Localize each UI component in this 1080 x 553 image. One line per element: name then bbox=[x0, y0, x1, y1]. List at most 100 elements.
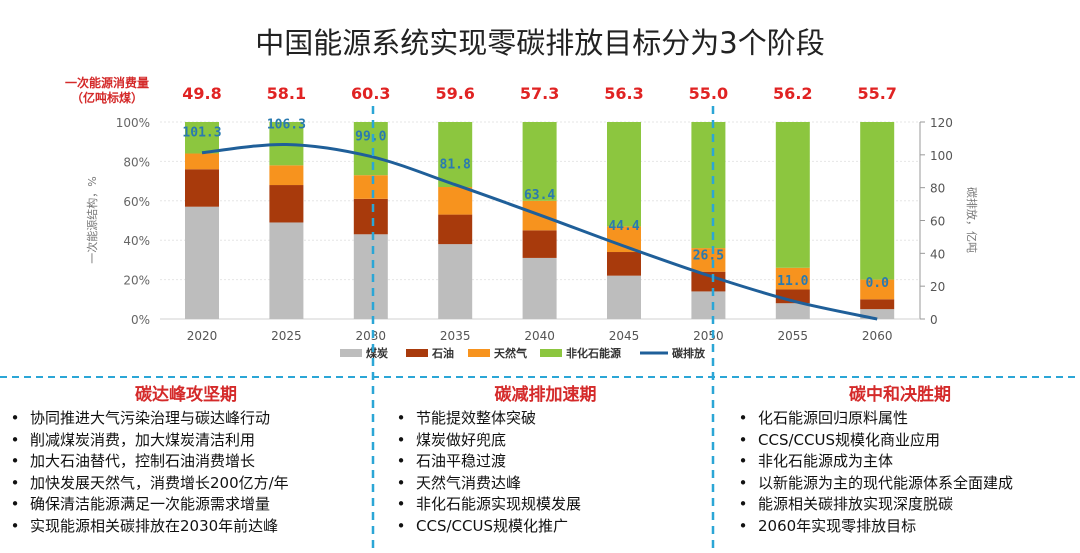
bullet-icon: • bbox=[396, 409, 406, 427]
x-tick-label: 2035 bbox=[440, 329, 471, 343]
bullet-icon: • bbox=[396, 495, 406, 513]
y2-tick-label: 80 bbox=[930, 182, 945, 196]
phase-item: • 天然气消费达峰 bbox=[386, 473, 713, 495]
emission-data-label: 63.4 bbox=[524, 188, 555, 203]
phase-item-text: 确保清洁能源满足一次能源需求增量 bbox=[30, 495, 271, 513]
y-tick-label: 100% bbox=[116, 116, 150, 130]
legend-label: 石油 bbox=[431, 346, 454, 360]
x-tick-label: 2060 bbox=[862, 329, 893, 343]
y-tick-label: 40% bbox=[123, 234, 150, 248]
bar-非化石能源 bbox=[353, 122, 388, 176]
y-axis-title: 一次能源结构，% bbox=[85, 176, 99, 263]
bullet-icon: • bbox=[10, 430, 20, 449]
consumption-label-line1: 一次能源消费量 bbox=[64, 76, 149, 90]
phase-item-text: 非化石能源成为主体 bbox=[758, 452, 894, 470]
phase-item-text: 协同推进大气污染治理与碳达峰行动 bbox=[30, 409, 271, 427]
phase-list: • 节能提效整体突破 • 煤炭做好兜底 • 石油平稳过渡 • 天然气消费达峰 • 非化石能源实现规… bbox=[378, 408, 713, 537]
phase-item-text: 煤炭做好兜底 bbox=[416, 430, 507, 449]
consumption-value: 55.7 bbox=[857, 84, 897, 103]
emission-line bbox=[201, 142, 878, 321]
legend-label: 天然气 bbox=[494, 346, 527, 360]
phase-item-text: CCS/CCUS规模化商业应用 bbox=[758, 430, 940, 449]
bar-石油 bbox=[438, 214, 473, 245]
bar-煤炭 bbox=[185, 206, 219, 319]
bar-非化石能源 bbox=[775, 122, 810, 268]
consumption-value: 49.8 bbox=[182, 84, 222, 103]
bullet-icon: • bbox=[738, 409, 748, 427]
bar-天然气 bbox=[438, 187, 473, 215]
bar-石油 bbox=[522, 230, 557, 258]
bar-天然气 bbox=[775, 267, 810, 290]
bar-天然气 bbox=[185, 153, 219, 170]
emission-data-label: 44.4 bbox=[608, 219, 639, 234]
phase-item: • CCS/CCUS规模化商业应用 bbox=[728, 430, 1080, 452]
bar-煤炭 bbox=[438, 244, 473, 319]
bar-非化石能源 bbox=[860, 122, 895, 280]
phase-item: • 以新能源为主的现代能源体系全面建成 bbox=[728, 473, 1080, 495]
bar-天然气 bbox=[269, 165, 304, 186]
phase-item-text: 削减煤炭消费，加大煤炭清洁利用 bbox=[30, 430, 256, 449]
legend-label: 非化石能源 bbox=[566, 346, 621, 360]
y2-tick-label: 60 bbox=[930, 215, 945, 229]
bar-石油 bbox=[353, 198, 388, 235]
phase-item-text: 2060年实现零排放目标 bbox=[758, 516, 917, 535]
phase-panel-3: 碳中和决胜期 • 化石能源回归原料属性 • CCS/CCUS规模化商业应用 • 非化石能源… bbox=[720, 382, 1080, 552]
y2-tick-label: 40 bbox=[930, 247, 945, 261]
emission-data-label: 81.8 bbox=[440, 158, 471, 173]
bar-天然气 bbox=[691, 248, 726, 272]
x-tick-label: 2055 bbox=[778, 329, 809, 343]
phase-item: • 2060年实现零排放目标 bbox=[728, 516, 1080, 538]
phase-title: 碳中和决胜期 bbox=[849, 385, 951, 405]
emission-data-label: 101.3 bbox=[182, 126, 221, 141]
y-tick-label: 80% bbox=[123, 155, 150, 169]
phase-item-text: 加快发展天然气，消费增长200亿方/年 bbox=[30, 473, 289, 492]
y-tick-label: 60% bbox=[123, 195, 150, 209]
consumption-label: 一次能源消费量 （亿吨标煤） bbox=[62, 76, 152, 106]
phase-item-text: 实现能源相关碳排放在2030年前达峰 bbox=[30, 516, 279, 535]
bar-煤炭 bbox=[269, 222, 304, 319]
y2-tick-label: 0 bbox=[930, 313, 938, 327]
phase-item: • 非化石能源成为主体 bbox=[728, 451, 1080, 473]
phase-panel-1: 碳达峰攻坚期 • 协同推进大气污染治理与碳达峰行动 • 削减煤炭消费，加大煤炭清洁利用… bbox=[0, 382, 372, 552]
bullet-icon: • bbox=[10, 495, 20, 513]
phase-item: • 节能提效整体突破 bbox=[386, 408, 713, 430]
phase-item: • 加大石油替代，控制石油消费增长 bbox=[0, 451, 372, 473]
bar-非化石能源 bbox=[522, 122, 557, 201]
bar-天然气 bbox=[607, 226, 641, 253]
bar-非化石能源 bbox=[185, 122, 219, 154]
phase-item-text: 天然气消费达峰 bbox=[416, 473, 522, 492]
consumption-value: 55.0 bbox=[688, 84, 729, 103]
phase-list: • 化石能源回归原料属性 • CCS/CCUS规模化商业应用 • 非化石能源成为主体 • 以新… bbox=[720, 408, 1080, 537]
y2-tick-label: 120 bbox=[930, 116, 953, 130]
phase-item-text: 以新能源为主的现代能源体系全面建成 bbox=[758, 473, 1014, 492]
legend-label: 煤炭 bbox=[366, 346, 388, 360]
phase-item: • 确保清洁能源满足一次能源需求增量 bbox=[0, 494, 372, 516]
bar-煤炭 bbox=[691, 291, 726, 319]
phase-title: 碳达峰攻坚期 bbox=[135, 385, 237, 405]
phase-item-text: 石油平稳过渡 bbox=[416, 452, 507, 470]
consumption-value: 59.6 bbox=[435, 84, 475, 103]
phase-item: • CCS/CCUS规模化推广 bbox=[386, 516, 713, 538]
x-tick-label: 2045 bbox=[609, 329, 640, 343]
consumption-value: 58.1 bbox=[266, 84, 307, 103]
phase-title: 碳减排加速期 bbox=[494, 385, 597, 405]
phase-item-text: 非化石能源实现规模发展 bbox=[416, 495, 582, 513]
bullet-icon: • bbox=[10, 452, 20, 470]
x-tick-label: 2025 bbox=[271, 329, 302, 343]
bar-石油 bbox=[185, 169, 219, 207]
bar-煤炭 bbox=[353, 234, 388, 319]
phase-item: • 实现能源相关碳排放在2030年前达峰 bbox=[0, 516, 372, 538]
emission-data-label: 11.0 bbox=[777, 274, 808, 289]
bullet-icon: • bbox=[396, 430, 406, 449]
x-tick-label: 2040 bbox=[524, 329, 555, 343]
phase-item-text: CCS/CCUS规模化推广 bbox=[416, 516, 568, 535]
legend-swatch bbox=[406, 349, 428, 357]
bullet-icon: • bbox=[396, 452, 406, 470]
consumption-value: 60.3 bbox=[351, 84, 391, 103]
bar-煤炭 bbox=[860, 309, 895, 319]
legend-swatch bbox=[540, 349, 562, 357]
bullet-icon: • bbox=[10, 516, 20, 535]
phase-item: • 煤炭做好兜底 bbox=[386, 430, 713, 452]
phase-item-text: 化石能源回归原料属性 bbox=[758, 409, 909, 427]
bar-石油 bbox=[607, 252, 641, 276]
